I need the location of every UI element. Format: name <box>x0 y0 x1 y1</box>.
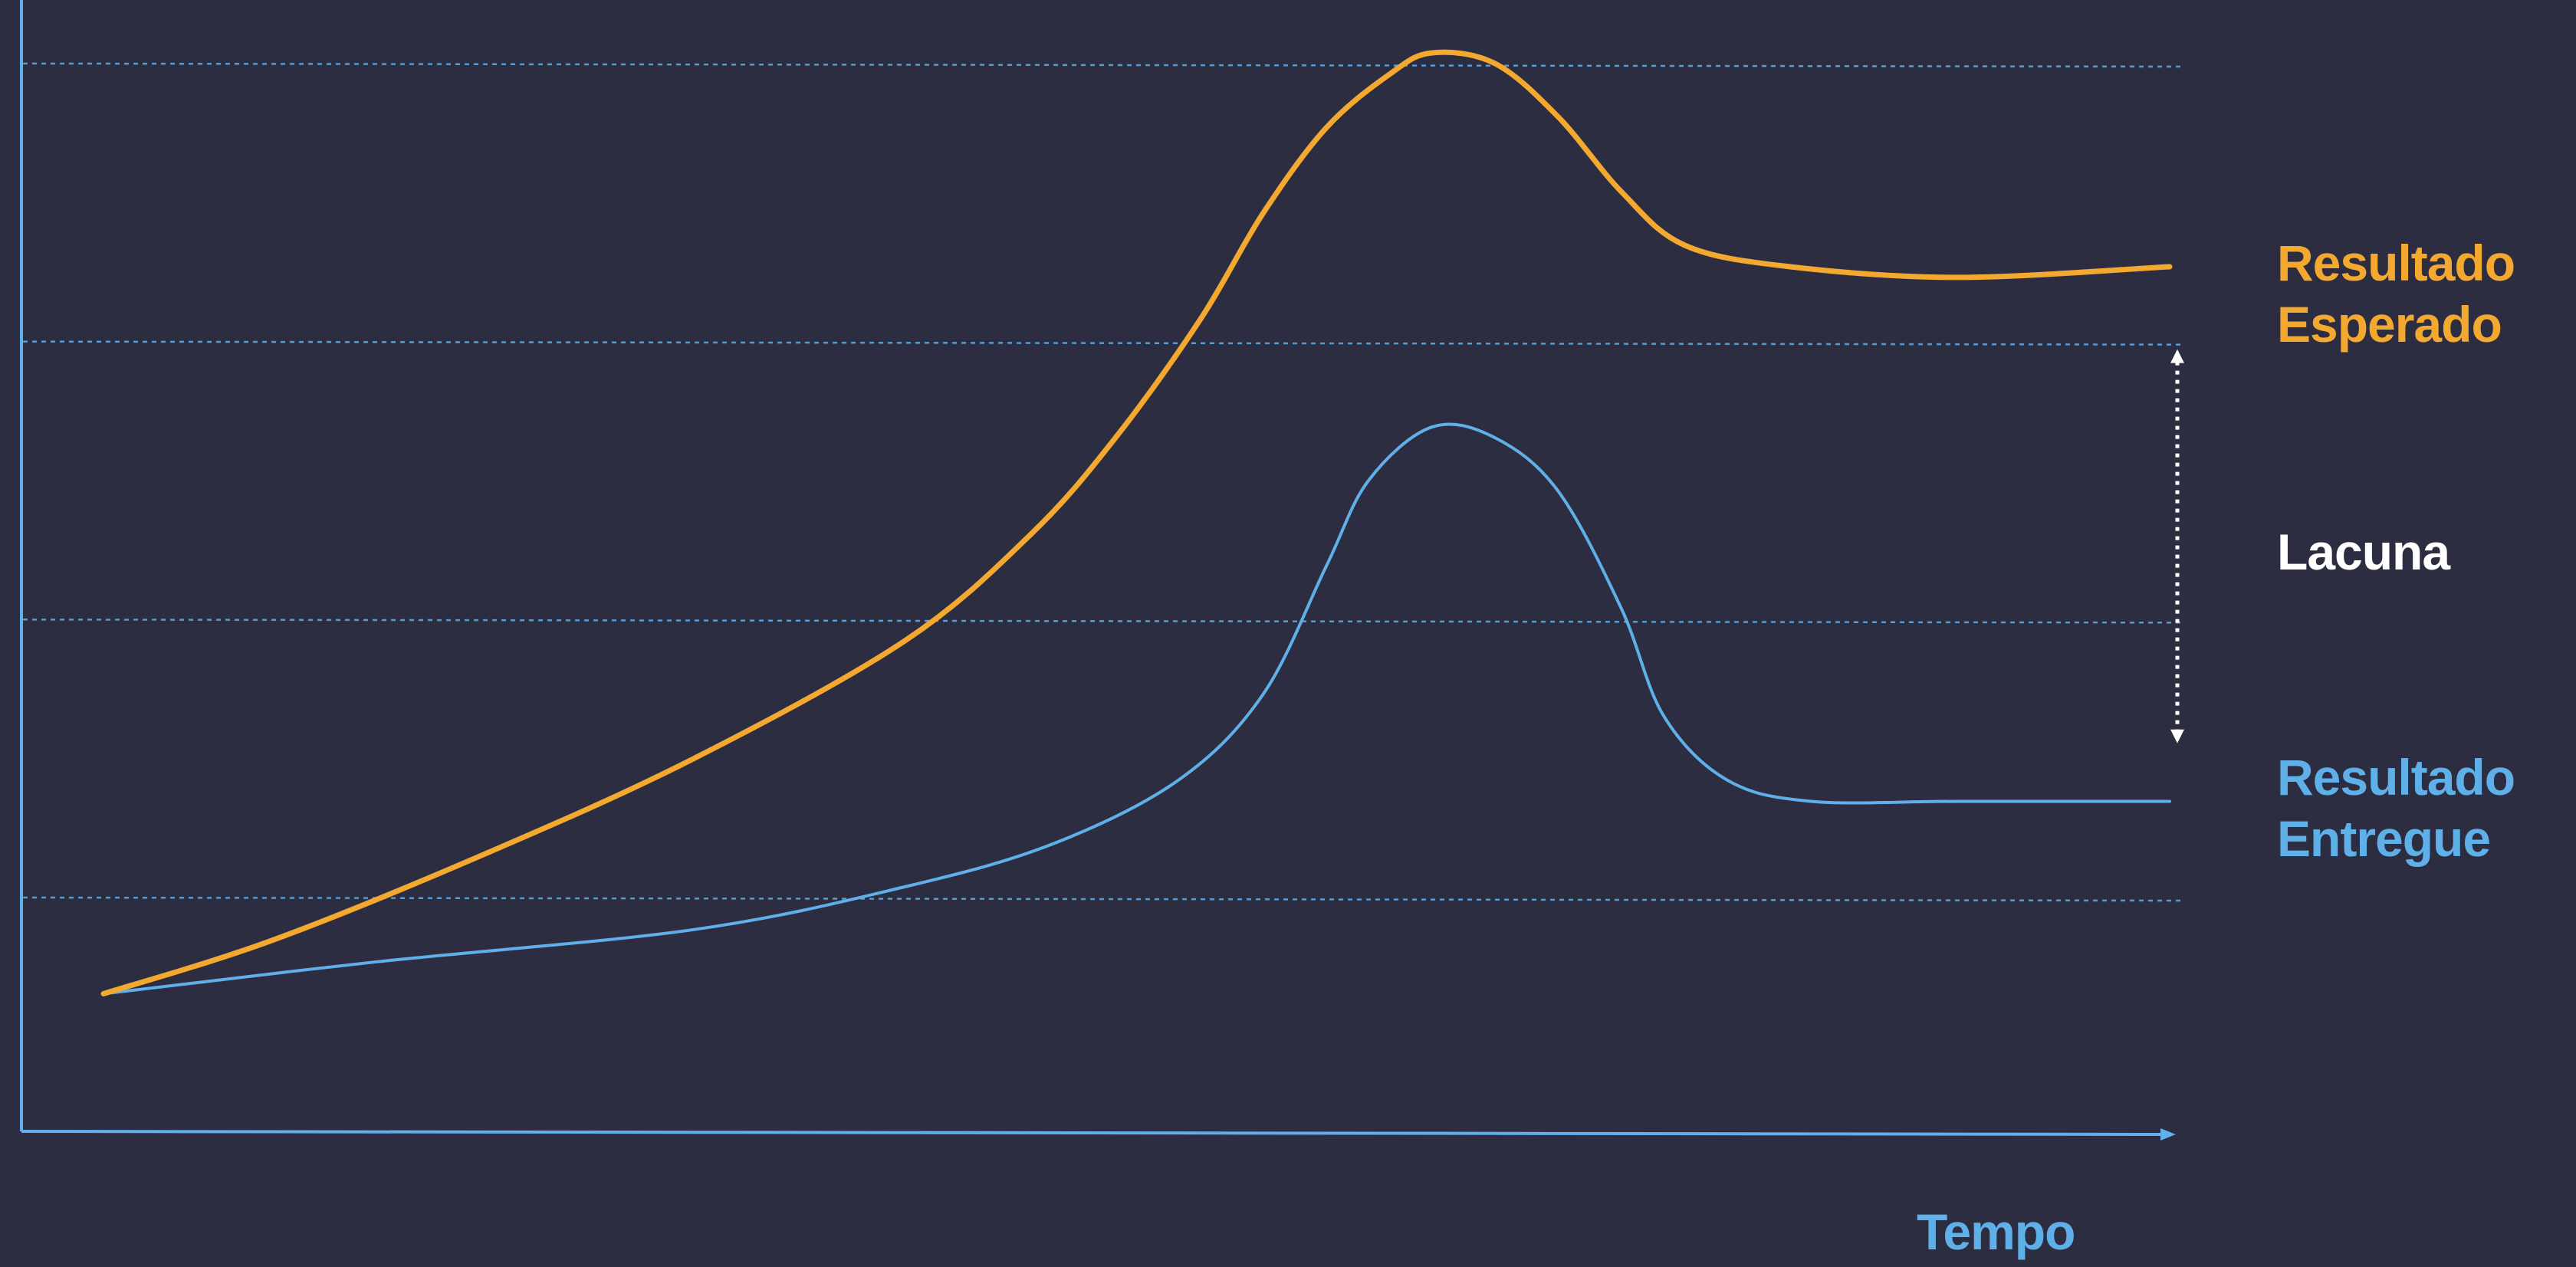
legend-expected-line-1: Resultado <box>2277 235 2515 291</box>
x-axis-arrowhead <box>2160 1128 2176 1141</box>
series-line-delivered <box>102 422 2171 996</box>
legend-delivered-line-2: Entregue <box>2277 810 2490 867</box>
gap-annotation <box>2170 349 2184 743</box>
gap-arrowhead-top <box>2170 349 2184 363</box>
x-axis-label: Tempo <box>1917 1203 2075 1260</box>
x-axis <box>21 1130 2167 1136</box>
axis-layer <box>20 0 2176 1141</box>
gridline-4 <box>22 62 2182 68</box>
legend-expected: Resultado Esperado <box>2277 235 2528 353</box>
gap-label: Lacuna <box>2277 524 2451 580</box>
gap-arrowhead-bottom <box>2170 729 2184 743</box>
gridline-3 <box>22 340 2182 346</box>
series-layer <box>100 49 2173 996</box>
gridline-1 <box>22 896 2182 902</box>
legend-delivered-line-1: Resultado <box>2277 749 2515 806</box>
legend-delivered: Resultado Entregue <box>2277 749 2528 867</box>
grid-layer <box>22 62 2182 902</box>
series-line-expected <box>100 49 2173 996</box>
legend-expected-line-2: Esperado <box>2277 296 2502 353</box>
gridline-2 <box>22 619 2182 624</box>
series-labels: Resultado Esperado Lacuna Resultado Entr… <box>1917 235 2528 1260</box>
